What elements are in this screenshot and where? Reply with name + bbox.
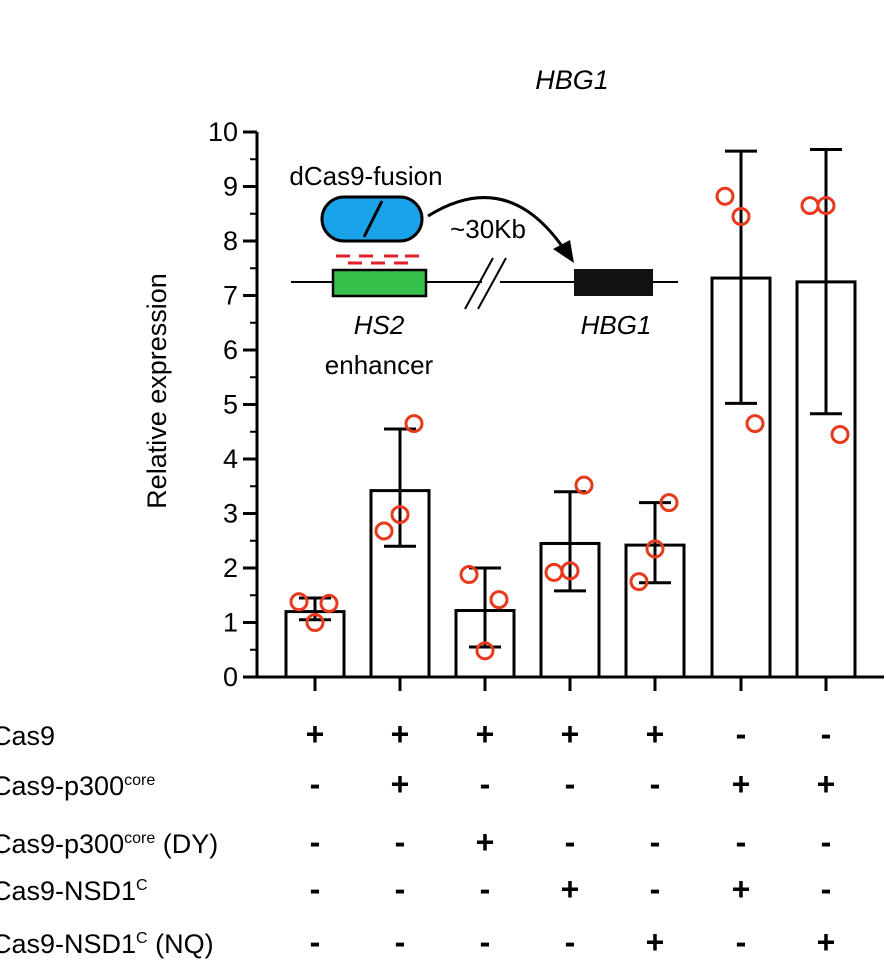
minus-sign: -: [650, 766, 661, 802]
y-tick-label: 5: [223, 390, 238, 420]
y-tick-label: 8: [223, 226, 238, 256]
minus-sign: -: [821, 871, 832, 907]
data-point: [715, 186, 735, 206]
y-tick-label: 9: [223, 172, 238, 202]
plus-sign: +: [817, 924, 836, 960]
plus-sign: +: [306, 716, 325, 752]
condition-label: Cas9-NSD1C (NQ): [0, 929, 214, 959]
data-point: [574, 475, 594, 495]
minus-sign: -: [395, 824, 406, 860]
minus-sign: -: [821, 824, 832, 860]
data-point: [404, 414, 424, 434]
minus-sign: -: [310, 766, 321, 802]
plus-sign: +: [476, 716, 495, 752]
y-tick-label: 4: [223, 444, 238, 474]
condition-label: Cas9-p300core (DY): [0, 829, 218, 859]
data-point: [459, 565, 479, 585]
data-point: [305, 613, 325, 632]
chart-title: HBG1: [535, 65, 609, 95]
data-point: [374, 521, 394, 541]
bar: [284, 610, 346, 679]
data-points: [289, 186, 850, 661]
condition-table: Cas9 + + + + + - - Cas9-p300core - + - - - + + Cas9-p300…: [0, 716, 835, 960]
data-point: [816, 196, 836, 216]
data-point: [731, 206, 751, 226]
plus-sign: +: [561, 871, 580, 907]
minus-sign: -: [480, 924, 491, 960]
minus-sign: -: [395, 871, 406, 907]
minus-sign: -: [310, 924, 321, 960]
plus-sign: +: [646, 924, 665, 960]
schematic-inset: dCas9-fusion ~30Kb HS2 enhancer HBG1: [289, 161, 678, 380]
minus-sign: -: [565, 924, 576, 960]
minus-sign: -: [310, 871, 321, 907]
minus-sign: -: [821, 716, 832, 752]
plus-sign: +: [391, 716, 410, 752]
y-tick-label: 3: [223, 499, 238, 529]
plus-sign: +: [476, 824, 495, 860]
data-point: [475, 641, 495, 661]
minus-sign: -: [395, 924, 406, 960]
condition-label: Cas9: [0, 721, 55, 751]
data-point: [659, 493, 679, 513]
data-point: [830, 424, 850, 444]
condition-label: Cas9-p300core: [0, 771, 155, 801]
plus-sign: +: [732, 871, 751, 907]
distance-label: ~30Kb: [450, 214, 526, 244]
fusion-label: dCas9-fusion: [289, 161, 442, 191]
data-point: [319, 593, 339, 613]
hs2-enhancer-box: [331, 268, 428, 298]
y-tick-label: 1: [223, 608, 238, 638]
distance-arrow: [427, 196, 570, 256]
data-point: [390, 505, 410, 525]
minus-sign: -: [736, 924, 747, 960]
minus-sign: -: [480, 766, 491, 802]
distance-arrowhead: [553, 240, 574, 263]
minus-sign: -: [310, 824, 321, 860]
data-point: [800, 196, 820, 216]
y-tick-label: 2: [223, 553, 238, 583]
minus-sign: -: [736, 716, 747, 752]
y-tick-label: 7: [223, 281, 238, 311]
minus-sign: -: [565, 824, 576, 860]
minus-sign: -: [650, 871, 661, 907]
plus-sign: +: [391, 766, 410, 802]
data-point: [645, 539, 665, 559]
hbg1-gene-box: [574, 269, 653, 296]
data-point: [560, 561, 580, 581]
bars: [284, 276, 857, 679]
condition-label: Cas9-NSD1C: [0, 876, 148, 906]
minus-sign: -: [480, 871, 491, 907]
y-tick-label: 6: [223, 335, 238, 365]
dcas9-fusion-divider: [362, 200, 384, 238]
data-point: [745, 414, 765, 434]
dna-break-mark-1: [464, 257, 494, 310]
y-tick-label: 10: [208, 117, 238, 147]
y-tick-label: 0: [223, 662, 238, 692]
data-point: [289, 592, 309, 612]
y-axis-label: Relative expression: [142, 273, 172, 509]
plus-sign: +: [732, 766, 751, 802]
plus-sign: +: [561, 716, 580, 752]
dna-break-mark-2: [477, 257, 507, 310]
gene-label: HBG1: [581, 310, 652, 340]
guide-rnas: [336, 254, 419, 265]
minus-sign: -: [565, 766, 576, 802]
enhancer-name: HS2: [354, 310, 405, 340]
error-bars: [299, 147, 842, 649]
data-point: [629, 572, 649, 592]
enhancer-label: enhancer: [325, 350, 434, 380]
minus-sign: -: [650, 824, 661, 860]
minus-sign: -: [736, 824, 747, 860]
plus-sign: +: [646, 716, 665, 752]
plus-sign: +: [817, 766, 836, 802]
data-point: [489, 590, 509, 610]
y-axis: 0 1 2 3 4 5 6 7 8 9 10: [208, 117, 259, 692]
x-axis: [257, 675, 884, 691]
